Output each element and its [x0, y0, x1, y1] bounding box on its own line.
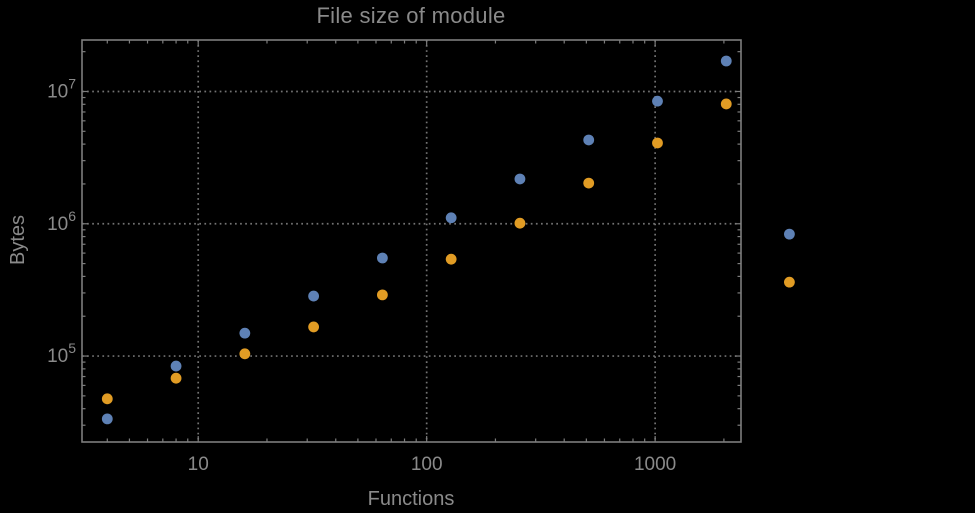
x-tick-label: 1000 — [634, 454, 676, 475]
x-axis-label: Functions — [367, 488, 455, 510]
data-point-orange-points — [239, 348, 251, 360]
y-tick-label: 105 — [47, 340, 76, 367]
plot-frame — [81, 39, 742, 443]
data-point-blue-points — [784, 228, 795, 240]
data-point-orange-points — [308, 321, 320, 333]
data-point-orange-points — [652, 137, 663, 149]
data-point-orange-points — [583, 177, 595, 189]
x-tick-label: 100 — [411, 454, 443, 475]
y-tick-label: 106 — [47, 208, 76, 235]
chart-title: File size of module — [316, 3, 506, 28]
data-point-blue-points — [514, 173, 526, 185]
data-point-blue-points — [308, 290, 320, 302]
data-point-blue-points — [652, 95, 663, 107]
data-point-blue-points — [239, 327, 251, 339]
data-point-blue-points — [720, 55, 732, 67]
data-point-orange-points — [445, 253, 457, 265]
data-point-orange-points — [170, 372, 182, 384]
data-point-blue-points — [583, 134, 595, 146]
data-point-blue-points — [445, 212, 457, 224]
data-point-blue-points — [101, 413, 113, 425]
y-axis-label: Bytes — [7, 214, 29, 266]
data-point-blue-points — [376, 252, 388, 264]
data-point-orange-points — [514, 217, 526, 229]
data-point-blue-points — [170, 360, 182, 372]
data-point-orange-points — [376, 289, 388, 301]
y-tick-label: 107 — [47, 75, 76, 102]
data-point-orange-points — [720, 98, 732, 110]
data-point-orange-points — [101, 393, 113, 405]
data-point-orange-points — [784, 276, 795, 288]
x-tick-label: 10 — [188, 454, 209, 475]
